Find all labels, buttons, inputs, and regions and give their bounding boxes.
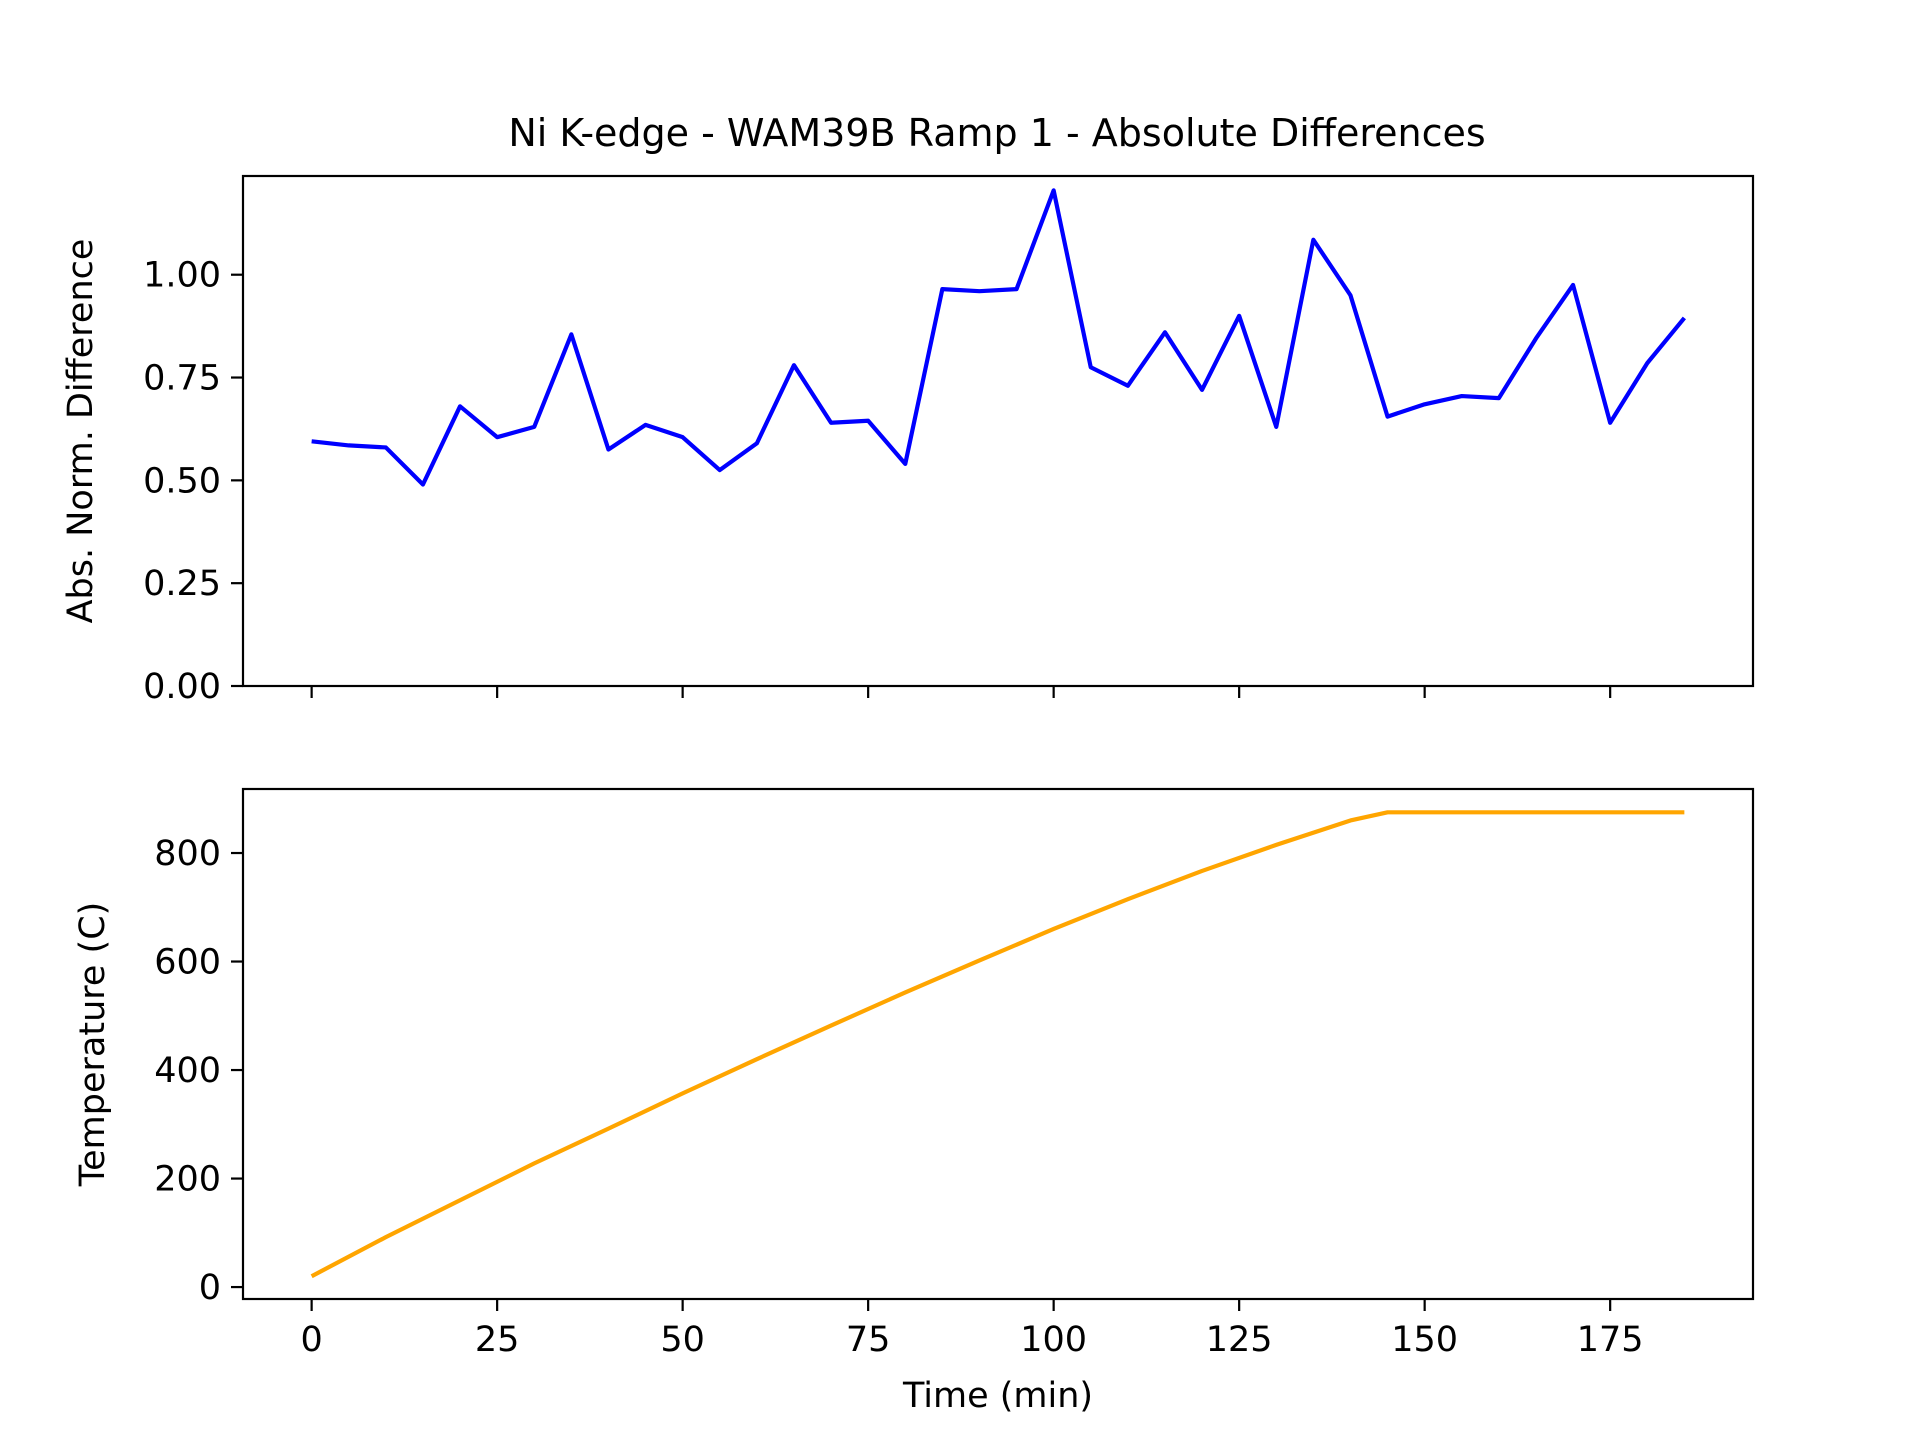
top-y-tick-label: 0.50 xyxy=(143,461,221,501)
top-y-tick-label: 0.00 xyxy=(143,667,221,707)
top-panel: 0.00 0.25 0.50 0.75 1.00 Abs. Norm. Differenc… xyxy=(61,174,1755,707)
top-y-axis-label: Abs. Norm. Difference xyxy=(61,239,101,624)
bottom-x-axis-label: Time (min) xyxy=(902,1376,1093,1416)
bottom-x-tick-label: 100 xyxy=(1020,1320,1087,1360)
bottom-x-tick-label: 0 xyxy=(300,1320,322,1360)
bottom-y-tick-label: 200 xyxy=(154,1160,221,1200)
bottom-y-tick-label: 400 xyxy=(154,1051,221,1091)
bottom-y-tick-label: 800 xyxy=(154,834,221,874)
top-y-tick-label: 0.25 xyxy=(143,564,221,604)
bottom-y-axis-label: Temperature (C) xyxy=(73,902,113,1188)
bottom-y-tick-label: 0 xyxy=(199,1268,221,1308)
top-series-line-0 xyxy=(311,188,1686,487)
bottom-x-tick-label: 175 xyxy=(1577,1320,1644,1360)
bottom-x-tick-label: 75 xyxy=(846,1320,891,1360)
bottom-axes-frame xyxy=(241,787,1755,1301)
bottom-x-tick-label: 125 xyxy=(1206,1320,1273,1360)
bottom-panel: 0 25 50 75 100 125 150 175 0 200 400 600 800 Temperat… xyxy=(73,787,1755,1416)
bottom-series-line-0 xyxy=(310,810,1685,1279)
top-y-tick-label: 1.00 xyxy=(143,256,221,296)
bottom-y-tick-label: 600 xyxy=(154,943,221,983)
top-y-tick-label: 0.75 xyxy=(143,359,221,399)
bottom-x-tick-label: 25 xyxy=(475,1320,520,1360)
bottom-x-tick-label: 150 xyxy=(1391,1320,1458,1360)
top-axes-frame xyxy=(241,174,1755,688)
bottom-x-tick-label: 50 xyxy=(660,1320,705,1360)
chart-title: Ni K-edge - WAM39B Ramp 1 - Absolute Dif… xyxy=(508,111,1485,155)
